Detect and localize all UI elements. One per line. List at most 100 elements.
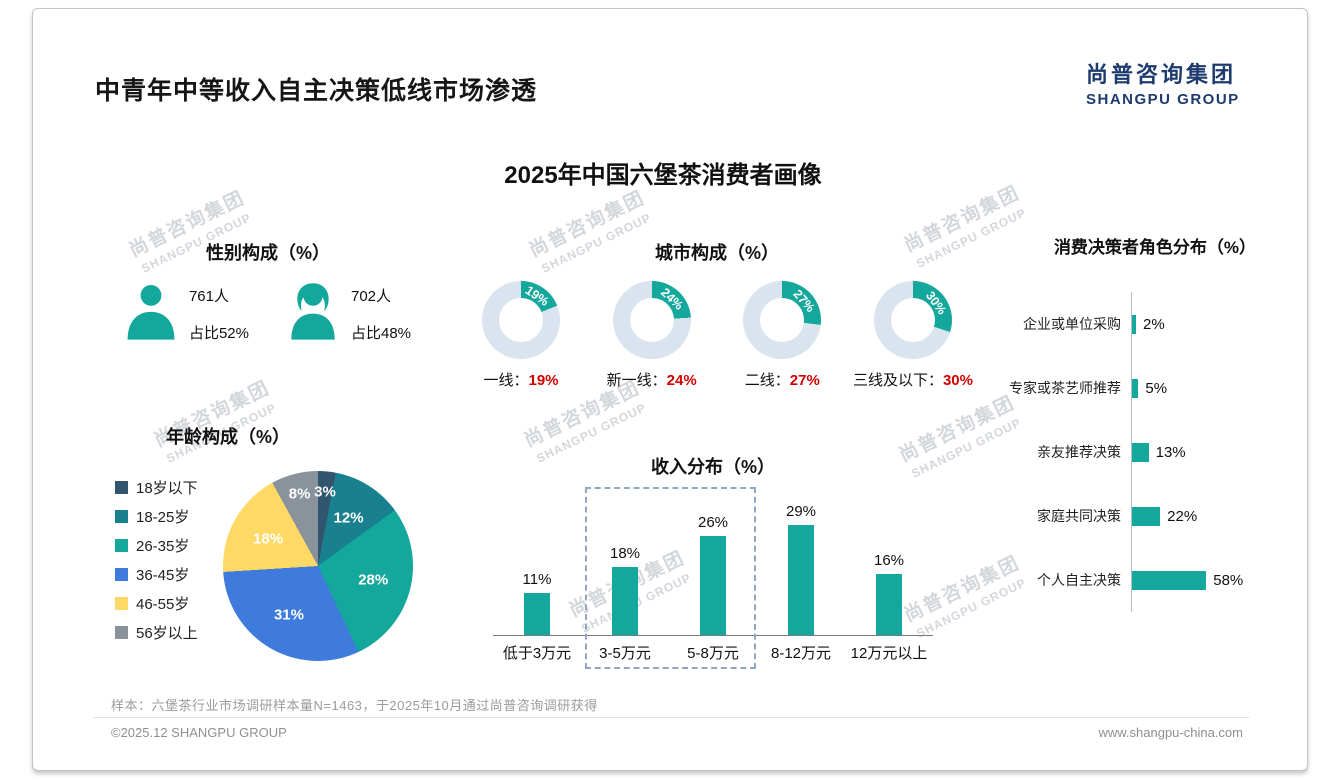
bar	[524, 593, 550, 635]
city-composition-section: 城市构成（%） 19% 一线：19% 24% 新一线：24% 27% 二线：27% 30% 三…	[451, 239, 983, 390]
legend-swatch	[115, 568, 128, 581]
income-section-title: 收入分布（%）	[650, 457, 775, 477]
legend-label: 46-55岁	[136, 596, 190, 613]
footer-website: www.shangpu-china.com	[1098, 725, 1243, 740]
city-donut-row: 19% 一线：19% 24% 新一线：24% 27% 二线：27% 30% 三线及以下：30%	[451, 281, 983, 390]
legend-item: 56岁以上	[115, 618, 223, 647]
donut-chart: 24%	[612, 281, 691, 359]
city-donut: 30% 三线及以下：30%	[849, 281, 977, 390]
city-donut: 19% 一线：19%	[457, 281, 585, 390]
donut-chart: 27%	[743, 281, 822, 359]
gender-section: 性别构成（%） 761人 占比52% 702人	[103, 239, 433, 343]
bar-value-label: 16%	[873, 552, 905, 570]
pie-slice-label: 8%	[288, 485, 311, 503]
income-bars: 11% 18% 26% 29% 16%	[493, 487, 933, 635]
bar-value-label: 2%	[1143, 315, 1165, 333]
donut-caption: 三线及以下：30%	[853, 369, 973, 390]
legend-swatch	[115, 539, 128, 552]
decision-bar-area: 58%	[1131, 548, 1305, 612]
legend-swatch	[115, 481, 128, 494]
decision-category-label: 专家或茶艺师推荐	[1009, 380, 1121, 396]
bar-value-label: 5%	[1145, 379, 1168, 397]
bar	[700, 536, 726, 635]
income-bar-chart: 11% 18% 26% 29% 16% 低于3万元 3-5万元 5-8万元 8-12万元 12万元…	[493, 487, 933, 669]
pie-slice-label: 28%	[358, 571, 389, 589]
bar	[1132, 314, 1136, 334]
legend-item: 18-25岁	[115, 502, 223, 531]
age-legend: 18岁以下 18-25岁 26-35岁 36-45岁 46-55岁 56岁以上	[115, 473, 223, 661]
category-label: 12万元以上	[850, 645, 928, 662]
donut-hole	[499, 298, 543, 342]
donut-chart: 19%	[482, 281, 560, 359]
pie-slice-label: 12%	[333, 509, 364, 527]
legend-swatch	[115, 510, 128, 523]
legend-swatch	[115, 626, 128, 639]
x-axis-line	[493, 635, 933, 636]
city-tier-label: 一线：	[483, 372, 529, 389]
decision-category-label: 亲友推荐决策	[1037, 444, 1121, 460]
bar-value-label: 13%	[1155, 443, 1186, 461]
decision-category-label: 个人自主决策	[1037, 572, 1121, 588]
legend-label: 56岁以上	[136, 625, 198, 642]
company-logo: 尚普咨询集团 SHANGPU GROUP	[1086, 57, 1240, 108]
city-section-title: 城市构成（%）	[654, 243, 779, 263]
pie-slice-label: 3%	[314, 483, 336, 501]
female-person-icon	[291, 283, 335, 340]
bar-value-label: 58%	[1213, 571, 1244, 589]
page-title: 中青年中等收入自主决策低线市场渗透	[95, 77, 538, 105]
sample-note: 样本：六堡茶行业市场调研样本量N=1463，于2025年10月通过尚普咨询调研获…	[111, 698, 598, 713]
age-chart-body: 18岁以下 18-25岁 26-35岁 36-45岁 46-55岁 56岁以上 3% 12%…	[103, 459, 433, 661]
bar	[612, 566, 638, 635]
decision-bar-area: 22%	[1131, 484, 1305, 548]
category-label: 3-5万元	[599, 645, 651, 662]
female-share: 占比48%	[351, 325, 412, 342]
decision-category-label: 家庭共同决策	[1037, 508, 1121, 524]
income-bar-group: 18%	[581, 545, 669, 635]
city-tier-label: 三线及以下：	[852, 372, 943, 389]
bar-value-label: 11%	[522, 571, 552, 589]
legend-label: 18-25岁	[136, 509, 190, 526]
female-stat: 702人 占比48%	[287, 281, 411, 343]
legend-label: 26-35岁	[136, 538, 190, 555]
donut-caption: 二线：27%	[745, 369, 820, 390]
donut-hole	[760, 298, 805, 342]
bar	[1132, 442, 1149, 462]
city-donut: 24% 新一线：24%	[588, 281, 716, 390]
bar-value-label: 26%	[697, 514, 729, 532]
report-subtitle: 2025年中国六堡茶消费者画像	[504, 162, 822, 189]
bar	[1132, 378, 1139, 398]
footer-divider	[93, 717, 1249, 718]
pie-slice-label: 18%	[253, 530, 284, 548]
male-person-icon	[127, 285, 175, 340]
donut-chart: 30%	[873, 281, 952, 359]
legend-item: 46-55岁	[115, 589, 223, 618]
bar	[876, 574, 902, 635]
gender-section-title: 性别构成（%）	[205, 243, 330, 263]
decision-row: 企业或单位采购 2%	[1005, 292, 1305, 356]
city-tier-value: 27%	[789, 372, 820, 389]
income-categories: 低于3万元 3-5万元 5-8万元 8-12万元 12万元以上	[493, 636, 933, 663]
income-distribution-section: 收入分布（%） 11% 18% 26% 29% 16% 低于3万元 3-5万元 5-8万元 8-…	[493, 453, 933, 669]
income-bar-group: 16%	[845, 552, 933, 635]
pie-slice-label: 31%	[273, 606, 304, 624]
legend-item: 36-45岁	[115, 560, 223, 589]
city-tier-value: 30%	[942, 372, 973, 389]
legend-label: 18岁以下	[136, 480, 198, 497]
slide-canvas: 尚普咨询集团 SHANGPU GROUP 尚普咨询集团 SHANGPU GROUP 尚普…	[32, 8, 1308, 771]
decision-row: 个人自主决策 58%	[1005, 548, 1305, 612]
city-tier-value: 24%	[666, 372, 697, 389]
legend-label: 36-45岁	[136, 567, 190, 584]
male-share: 占比52%	[188, 325, 249, 342]
logo-en-text: SHANGPU GROUP	[1086, 91, 1240, 108]
bar-value-label: 29%	[785, 502, 817, 520]
decision-bar-area: 5%	[1131, 356, 1305, 420]
bar-value-label: 22%	[1167, 507, 1198, 525]
decision-role-section: 消费决策者角色分布（%） 企业或单位采购 2% 专家或茶艺师推荐 5% 亲友推荐决策 13…	[1005, 233, 1305, 612]
female-count: 702人	[351, 288, 392, 305]
age-composition-section: 年龄构成（%） 18岁以下 18-25岁 26-35岁 36-45岁 46-55岁 56岁…	[103, 423, 433, 661]
donut-caption: 新一线：24%	[607, 369, 697, 390]
donut-hole	[890, 298, 935, 342]
bar	[788, 524, 814, 635]
legend-item: 18岁以下	[115, 473, 223, 502]
decision-bar-chart: 企业或单位采购 2% 专家或茶艺师推荐 5% 亲友推荐决策 13% 家庭共同决策 22% 个人自…	[1005, 292, 1305, 612]
